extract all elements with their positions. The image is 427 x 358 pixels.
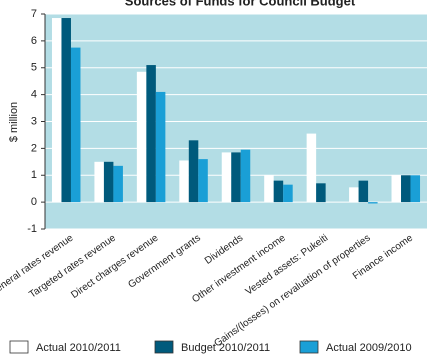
bar [410, 175, 421, 203]
y-tick-label: 4 [31, 89, 37, 101]
y-tick-label: 6 [31, 35, 37, 47]
bar [391, 175, 402, 203]
bar [103, 161, 114, 203]
bar [231, 152, 241, 203]
chart-title: Sources of Funds for Council Budget [125, 0, 356, 8]
y-tick-label: 1 [31, 169, 37, 181]
y-tick-label: 0 [31, 196, 37, 208]
bar [113, 165, 123, 203]
bar [94, 161, 104, 203]
y-tick-label: 7 [31, 8, 37, 20]
bar [146, 65, 156, 203]
x-tick-label: Gains/(losses) on revaluation of propert… [212, 233, 372, 350]
y-axis-label: $ million [8, 102, 20, 142]
bar [401, 175, 411, 203]
bar [198, 159, 208, 203]
bar [316, 183, 326, 203]
y-tick-label: 5 [31, 62, 37, 74]
bar [264, 175, 274, 203]
bar [349, 187, 359, 203]
y-tick-label: -1 [27, 223, 37, 235]
bar [358, 180, 369, 203]
legend-label: Actual 2010/2011 [36, 342, 121, 354]
bar [155, 91, 166, 203]
bar [273, 180, 284, 203]
bar [51, 18, 62, 203]
bar [240, 149, 251, 203]
bar [136, 71, 147, 203]
bar [188, 140, 199, 203]
bar [61, 18, 71, 203]
bar [306, 133, 317, 203]
bar [368, 202, 378, 204]
bar [221, 152, 232, 203]
x-tick-label: Government grants [126, 233, 202, 291]
y-tick-label: 2 [31, 142, 37, 154]
bar [283, 184, 293, 203]
y-tick-label: 3 [31, 115, 37, 127]
legend-label: Actual 2009/2010 [326, 342, 412, 354]
legend-swatch [9, 340, 29, 354]
bar [70, 47, 81, 203]
legend-swatch [299, 340, 319, 354]
bar [179, 160, 189, 203]
legend-swatch [154, 340, 174, 354]
legend-label: Budget 2010/2011 [181, 342, 270, 354]
